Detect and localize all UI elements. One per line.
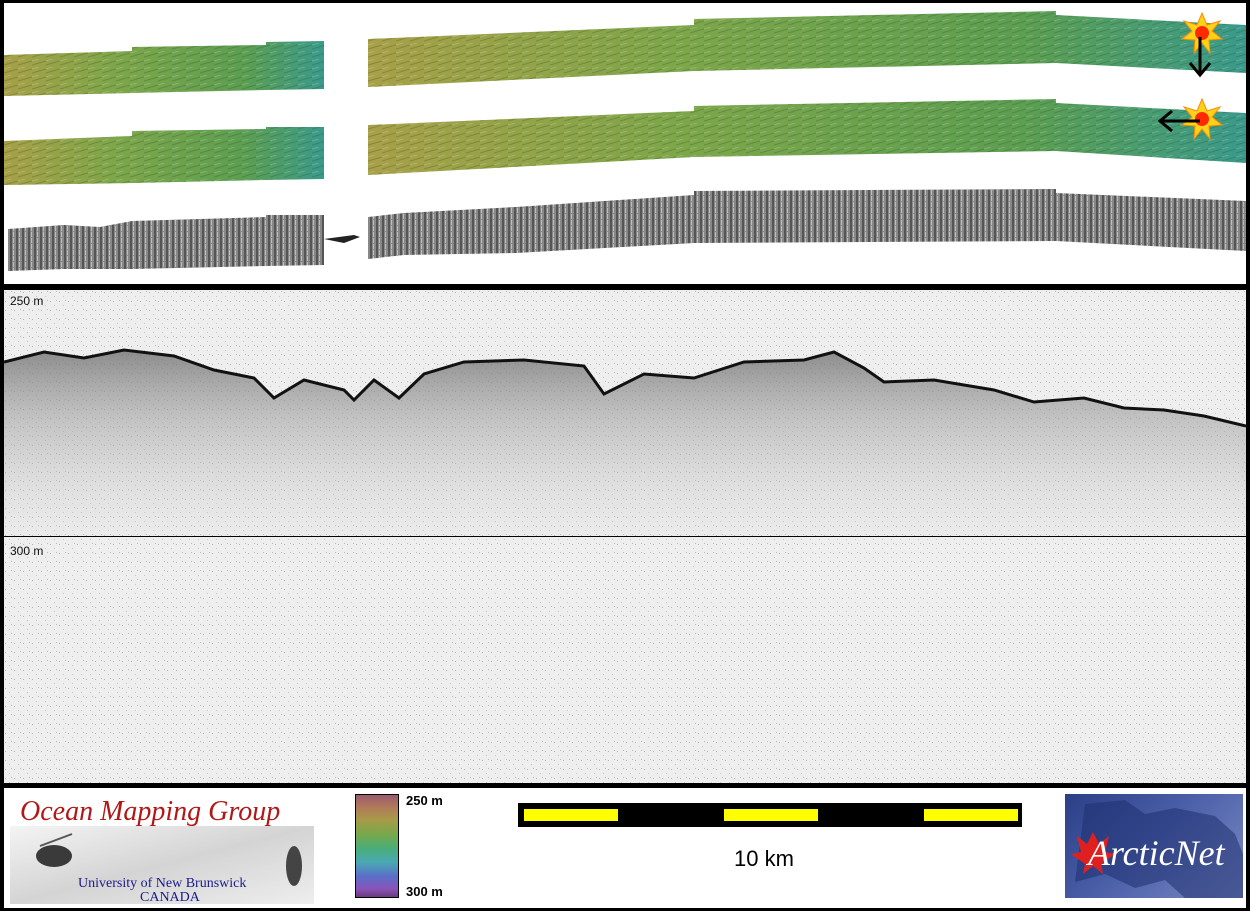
scale-bar bbox=[518, 803, 1022, 827]
colorbar-top-label: 250 m bbox=[406, 793, 443, 808]
subbottom-profile-panel: 250 m 300 m bbox=[4, 290, 1246, 783]
arcticnet-logo bbox=[1065, 794, 1243, 898]
swath-graphics bbox=[4, 11, 1246, 271]
arcticnet-logo-text: ArcticNet bbox=[1088, 833, 1225, 873]
bathymetry-swath-row-1 bbox=[4, 11, 1246, 96]
seafloor-reflector bbox=[4, 348, 1246, 428]
depth-label-bottom: 300 m bbox=[10, 544, 44, 558]
logo-title: Ocean Mapping Group bbox=[20, 796, 281, 827]
scale-label: 10 km bbox=[734, 846, 794, 871]
sun-icon bbox=[1180, 11, 1224, 55]
depth-divider bbox=[4, 536, 1246, 537]
depth-colorbar bbox=[355, 794, 399, 898]
arrow-down-icon bbox=[1188, 37, 1212, 78]
swath-panel bbox=[4, 3, 1246, 284]
arrow-left-icon bbox=[1157, 109, 1200, 133]
scale-segment bbox=[724, 809, 818, 821]
maple-leaf-icon bbox=[1071, 832, 1115, 874]
bathymetry-swath-row-2 bbox=[4, 99, 1246, 185]
backscatter-swath-row bbox=[8, 189, 1246, 271]
scale-segment bbox=[924, 809, 1018, 821]
logo-country: CANADA bbox=[140, 890, 200, 904]
colorbar-bottom-label: 300 m bbox=[406, 884, 443, 899]
logo-subtitle: University of New Brunswick bbox=[78, 876, 247, 891]
depth-label-top: 250 m bbox=[10, 294, 44, 308]
ocean-mapping-group-logo: Ocean Mapping Group University of New Br… bbox=[10, 790, 314, 904]
scale-segment bbox=[524, 809, 618, 821]
legend-panel: Ocean Mapping Group University of New Br… bbox=[4, 788, 1246, 908]
